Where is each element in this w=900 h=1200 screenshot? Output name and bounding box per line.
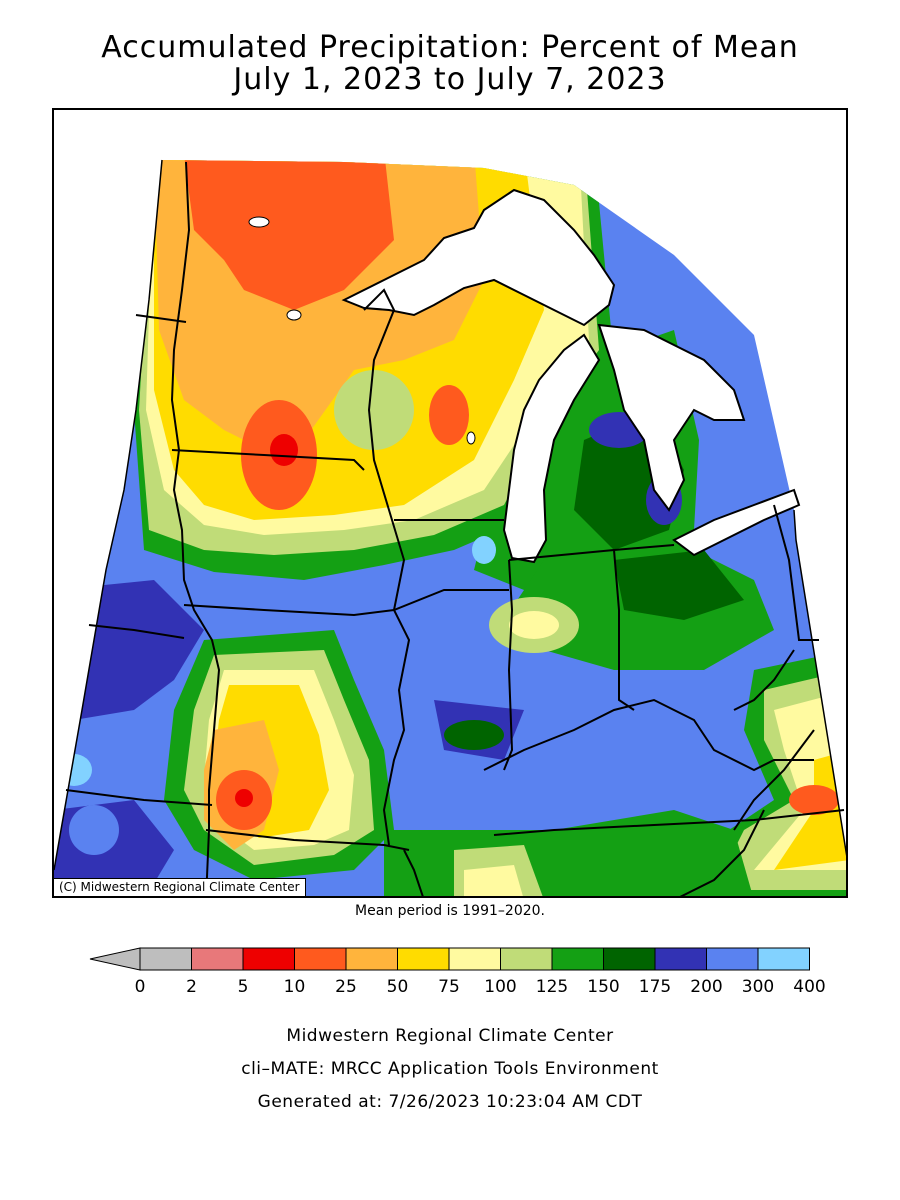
precipitation-map: (C) Midwestern Regional Climate Center xyxy=(52,108,848,898)
copyright-label: (C) Midwestern Regional Climate Center xyxy=(54,878,306,896)
legend-label: 2 xyxy=(186,977,197,997)
legend-swatch xyxy=(706,947,759,971)
legend-swatch xyxy=(294,947,347,971)
legend-label: 125 xyxy=(536,977,568,997)
legend-swatch xyxy=(551,947,604,971)
footer-generated: Generated at: 7/26/2023 10:23:04 AM CDT xyxy=(257,1092,643,1112)
footer-tool: cli–MATE: MRCC Application Tools Environ… xyxy=(241,1059,659,1079)
legend-label: 10 xyxy=(284,977,306,997)
footer-org: Midwestern Regional Climate Center xyxy=(286,1026,614,1046)
legend-label: 50 xyxy=(387,977,409,997)
legend-label: 175 xyxy=(639,977,671,997)
great-lakes xyxy=(341,188,801,564)
legend-label: 25 xyxy=(335,977,357,997)
legend-label: 400 xyxy=(793,977,825,997)
color-legend: 0 2 5 10 25 50 75 100 125 150 175 200 300 400 xyxy=(89,947,826,997)
legend-label: 150 xyxy=(587,977,619,997)
legend-swatch xyxy=(242,947,295,971)
lake-erie xyxy=(672,488,801,557)
legend-swatch xyxy=(603,947,656,971)
lake-superior xyxy=(341,188,616,327)
legend-below-arrow xyxy=(89,947,141,971)
islands xyxy=(248,216,476,445)
legend-swatch xyxy=(757,947,810,971)
legend-swatch xyxy=(500,947,553,971)
legend-swatch xyxy=(654,947,707,971)
lake-huron xyxy=(597,323,746,512)
legend-swatch xyxy=(345,947,398,971)
legend-label: 100 xyxy=(484,977,516,997)
map-subtitle-date-range: July 1, 2023 to July 7, 2023 xyxy=(233,62,667,97)
legend-label: 300 xyxy=(742,977,774,997)
legend-swatch xyxy=(139,947,192,971)
mean-period-note: Mean period is 1991–2020. xyxy=(355,903,545,919)
region-boundary xyxy=(54,159,163,871)
legend-swatch xyxy=(191,947,244,971)
legend-swatch xyxy=(448,947,501,971)
precipitation-fill-layer xyxy=(54,160,846,896)
legend-label: 75 xyxy=(438,977,460,997)
footer: Midwestern Regional Climate Center cli–M… xyxy=(0,1020,900,1119)
legend-label: 0 xyxy=(135,977,146,997)
legend-label: 5 xyxy=(238,977,249,997)
map-title: Accumulated Precipitation: Percent of Me… xyxy=(101,30,799,65)
legend-label: 200 xyxy=(690,977,722,997)
state-borders xyxy=(65,161,845,896)
legend-swatch xyxy=(397,947,450,971)
lake-michigan xyxy=(502,333,601,564)
